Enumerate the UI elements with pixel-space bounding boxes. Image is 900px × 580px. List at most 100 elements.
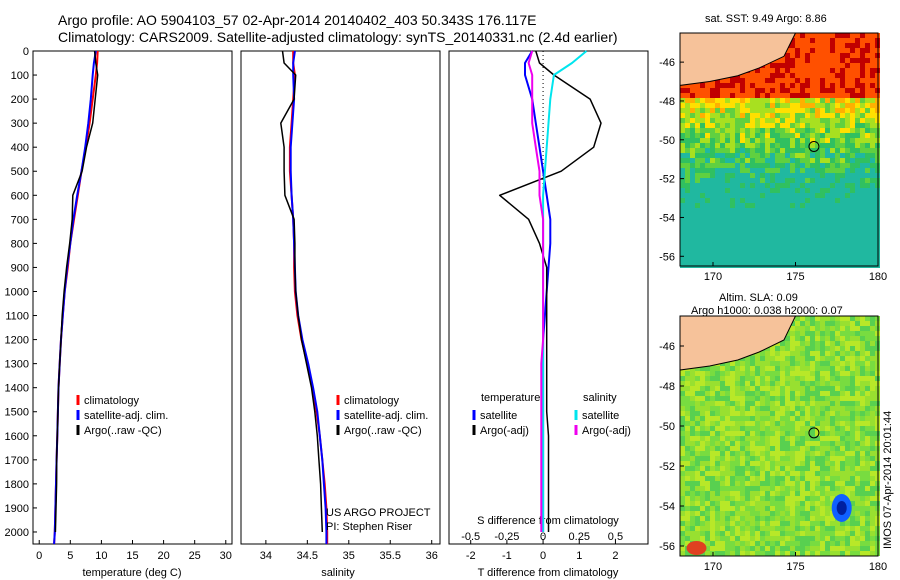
- sst-map-cell: [855, 248, 860, 253]
- sla-map-cell: [805, 421, 810, 426]
- sla-map-cell: [790, 331, 795, 336]
- sla-map-cell: [835, 401, 840, 406]
- sst-map-cell: [855, 233, 860, 238]
- sla-map-cell: [865, 341, 870, 346]
- sst-map-cell: [785, 223, 790, 228]
- sla-map-cell: [680, 441, 685, 446]
- sst-map-cell: [860, 113, 865, 118]
- sst-map-cell: [725, 248, 730, 253]
- sst-map-cell: [840, 133, 845, 138]
- sla-map-cell: [860, 321, 865, 326]
- sst-map-cell: [740, 73, 745, 78]
- sst-map-cell: [820, 108, 825, 113]
- sst-map-cell: [750, 233, 755, 238]
- sla-map-cell: [735, 381, 740, 386]
- sst-map-cell: [750, 253, 755, 258]
- sla-map-cell: [790, 541, 795, 546]
- sla-map-cell: [745, 376, 750, 381]
- sst-map-cell: [870, 78, 875, 83]
- sla-map-cell: [755, 411, 760, 416]
- sst-map-cell: [785, 148, 790, 153]
- sst-map-cell: [855, 258, 860, 263]
- sst-map-cell: [830, 98, 835, 103]
- sla-map-cell: [755, 381, 760, 386]
- sla-map-cell: [800, 521, 805, 526]
- sla-map-cell: [780, 541, 785, 546]
- sla-map-cell: [690, 536, 695, 541]
- sla-map-cell: [775, 421, 780, 426]
- sla-map-cell: [800, 316, 805, 321]
- sst-map-cell: [820, 248, 825, 253]
- sla-map-cell: [860, 441, 865, 446]
- sst-map-cell: [850, 43, 855, 48]
- sla-map-cell: [760, 356, 765, 361]
- sla-map-cell: [850, 526, 855, 531]
- sst-map-cell: [770, 173, 775, 178]
- sst-map-cell: [835, 188, 840, 193]
- sla-map-cell: [815, 381, 820, 386]
- sst-map-cell: [840, 123, 845, 128]
- sla-map-cell: [835, 356, 840, 361]
- sst-map-cell: [685, 83, 690, 88]
- sla-map-cell: [760, 551, 765, 556]
- sst-map-cell: [805, 38, 810, 43]
- sla-map-cell: [850, 436, 855, 441]
- sst-map-cell: [705, 93, 710, 98]
- sla-map-cell: [800, 371, 805, 376]
- sla-map-cell: [845, 536, 850, 541]
- sst-map-cell: [755, 143, 760, 148]
- map-bottom-title-2: Argo h1000: 0.038 h2000: 0.07: [691, 305, 843, 317]
- sla-map-cell: [705, 416, 710, 421]
- depth-tick-label-0: 0: [23, 46, 29, 58]
- sla-map-cell: [680, 416, 685, 421]
- sla-map-cell: [745, 541, 750, 546]
- sla-map-argo-marker: [808, 427, 820, 439]
- sst-map-cell: [755, 233, 760, 238]
- sst-map-cell: [835, 43, 840, 48]
- sst-map-cell: [845, 228, 850, 233]
- sla-map-cell: [765, 386, 770, 391]
- sla-map-cell: [775, 551, 780, 556]
- sla-map-cell: [755, 396, 760, 401]
- sla-map-cell: [795, 511, 800, 516]
- sst-map-cell: [850, 68, 855, 73]
- sla-map-low-anomaly-core: [836, 501, 847, 515]
- sla-map-cell: [830, 516, 835, 521]
- legend-diff-label-1-1: Argo(-adj): [582, 425, 631, 437]
- sst-map-argo-marker: [808, 140, 820, 152]
- credits-line2: PI: Stephen Riser: [326, 521, 413, 533]
- sla-map-cell: [680, 386, 685, 391]
- sla-map-cell: [780, 446, 785, 451]
- sla-map-cell: [865, 506, 870, 511]
- sla-map-cell: [770, 451, 775, 456]
- sst-map-cell: [830, 78, 835, 83]
- sst-map-cell: [855, 58, 860, 63]
- sst-map-cell: [760, 108, 765, 113]
- sst-map-cell: [835, 203, 840, 208]
- sst-map-cell: [685, 218, 690, 223]
- sla-map-cell: [800, 411, 805, 416]
- sst-map-cell: [680, 103, 685, 108]
- sst-map-cell: [825, 238, 830, 243]
- sla-map-cell: [860, 411, 865, 416]
- sst-map-cell: [840, 198, 845, 203]
- depth-tick-label-1: 100: [11, 70, 29, 82]
- sst-map-cell: [720, 103, 725, 108]
- sla-map-cell: [790, 436, 795, 441]
- sla-map-cell: [870, 316, 875, 321]
- sla-map-cell: [815, 316, 820, 321]
- sst-map-cell: [870, 198, 875, 203]
- sst-map-cell: [785, 63, 790, 68]
- sst-map-cell: [795, 168, 800, 173]
- sla-map-cell: [775, 541, 780, 546]
- sla-map-cell: [740, 466, 745, 471]
- sst-map-cell: [860, 43, 865, 48]
- sst-map-cell: [790, 88, 795, 93]
- sla-map-cell: [810, 361, 815, 366]
- sst-map-cell: [830, 123, 835, 128]
- sst-map-cell: [855, 103, 860, 108]
- sst-map-cell: [740, 158, 745, 163]
- sst-map-cell: [765, 178, 770, 183]
- sla-map-cell: [680, 436, 685, 441]
- sla-map-cell: [755, 471, 760, 476]
